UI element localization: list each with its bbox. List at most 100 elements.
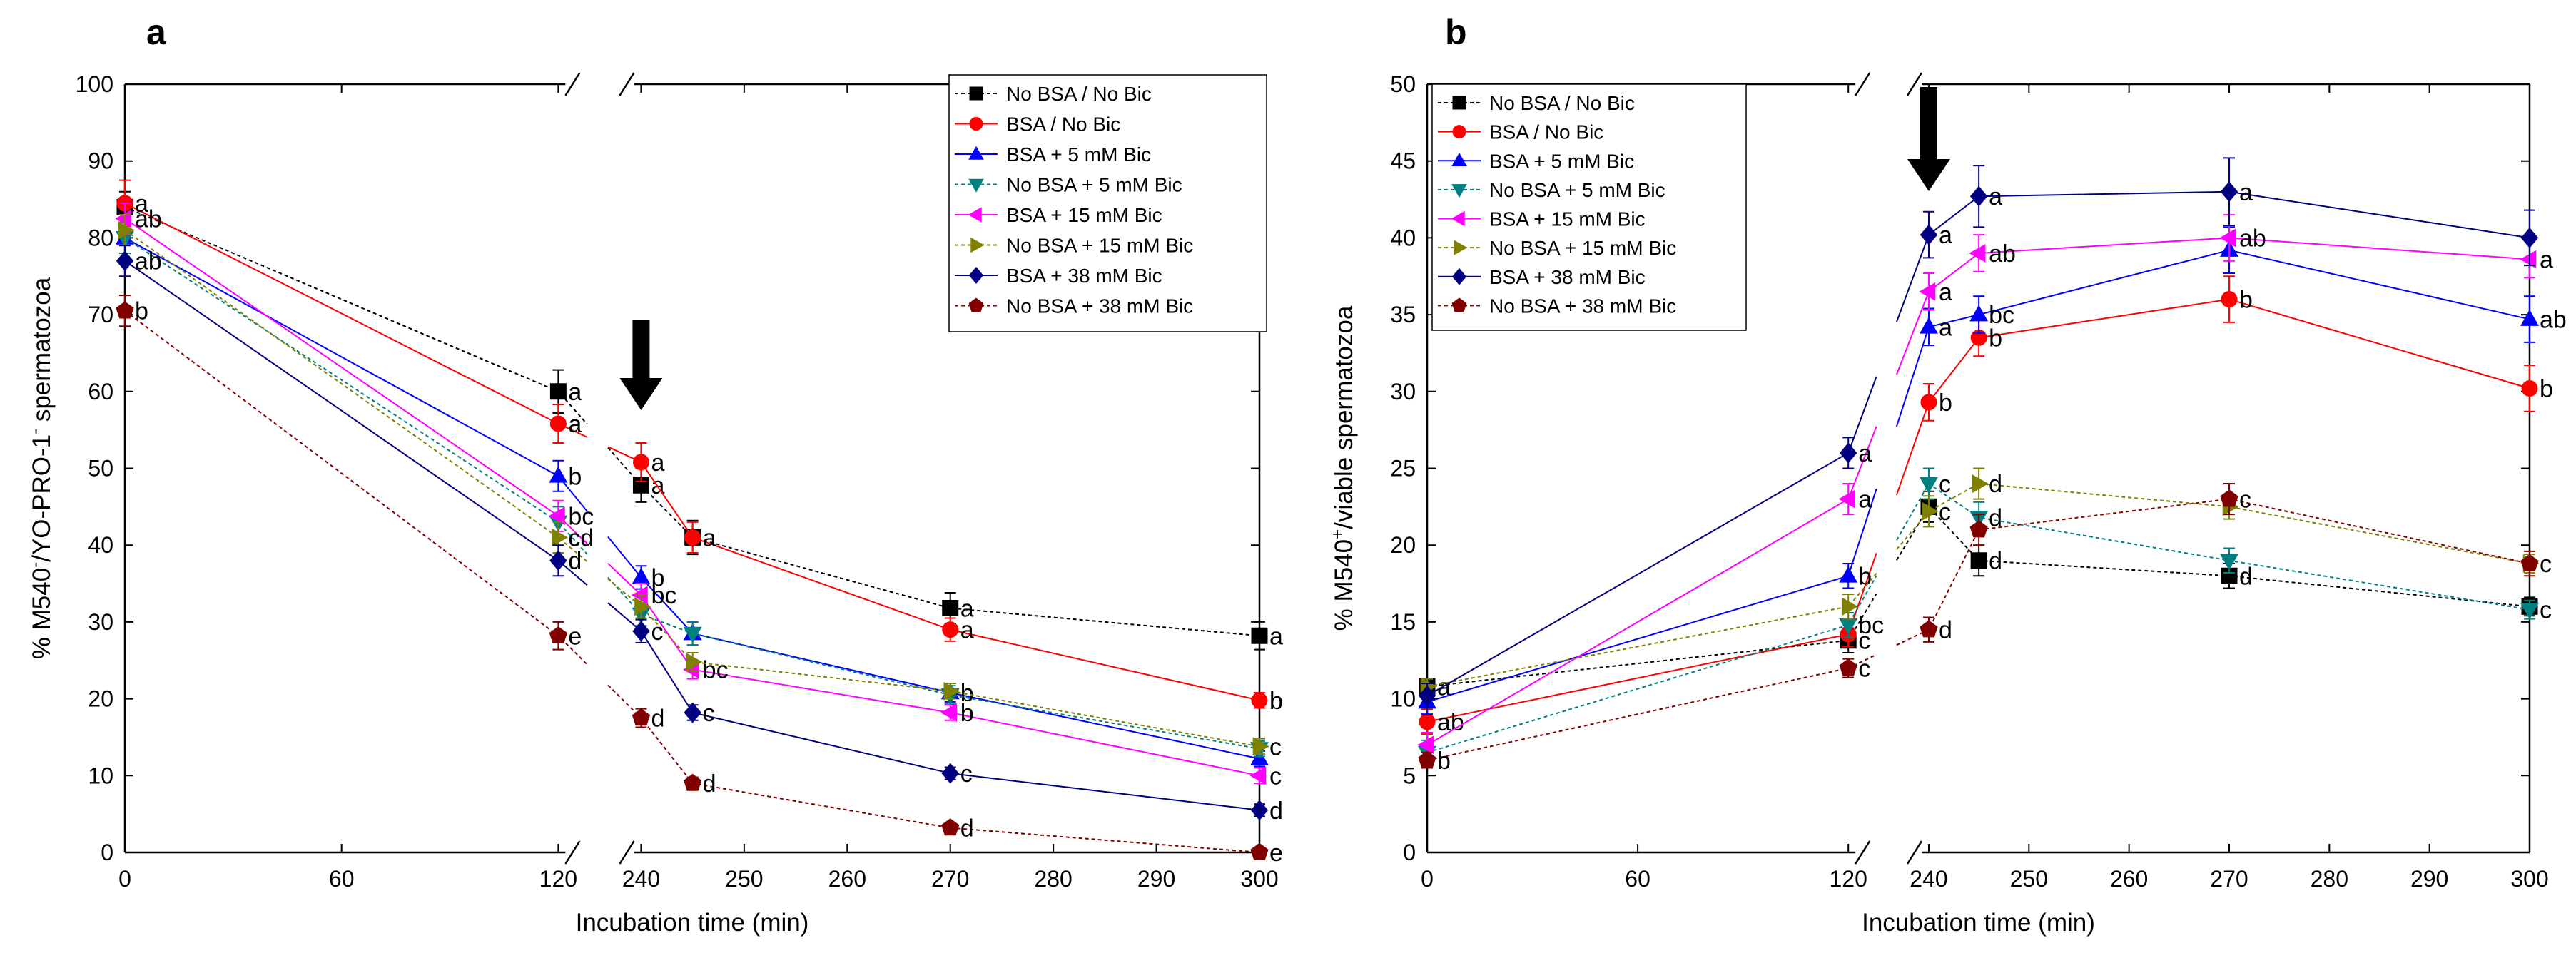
legend-label: No BSA + 15 mM Bic <box>1006 235 1193 257</box>
series-line <box>1426 488 1877 703</box>
series-line <box>124 237 588 555</box>
data-point <box>552 528 569 547</box>
significance-label: c <box>1939 499 1951 526</box>
significance-label: a <box>703 524 716 551</box>
y-tick-label: 10 <box>88 763 113 788</box>
significance-label: a <box>568 379 582 406</box>
significance-label: ab <box>1437 709 1464 736</box>
data-point <box>1920 620 1938 638</box>
significance-label: a <box>1939 314 1952 341</box>
significance-label: d <box>651 705 664 733</box>
x-tick-label: 250 <box>2010 866 2048 892</box>
legend-label: No BSA / No Bic <box>1489 92 1635 114</box>
data-point <box>549 626 567 644</box>
significance-label: d <box>960 815 974 842</box>
panel-label: a <box>146 12 167 52</box>
x-tick-label: 280 <box>2311 866 2348 892</box>
legend-label: No BSA + 5 mM Bic <box>1006 174 1182 196</box>
significance-label: b <box>2540 375 2553 402</box>
significance-label: b <box>1437 748 1451 775</box>
data-point <box>1418 685 1436 706</box>
series-line <box>1426 572 1877 688</box>
series-line <box>1896 483 2530 565</box>
data-point <box>940 703 958 722</box>
x-tick-label: 120 <box>1829 866 1867 892</box>
data-point <box>684 702 701 723</box>
x-tick-label: 260 <box>2110 866 2148 892</box>
y-axis-title-part: /YO-PRO-1 <box>28 434 56 562</box>
x-tick-label: 240 <box>622 866 660 892</box>
data-point <box>943 681 960 701</box>
significance-label: d <box>1269 798 1283 825</box>
x-tick-label: 0 <box>118 866 131 892</box>
data-point <box>2220 181 2238 203</box>
y-tick-label: 40 <box>88 532 113 558</box>
significance-label: c <box>1858 628 1870 655</box>
significance-label: a <box>960 596 974 623</box>
series-line <box>1426 426 1877 746</box>
x-tick-label: 280 <box>1034 866 1072 892</box>
data-point <box>1417 735 1434 755</box>
legend: No BSA / No Bic BSA / No Bic BSA + 5 mM Bi… <box>1431 83 1747 331</box>
significance-label: b <box>1939 389 1952 417</box>
series-line <box>1426 575 1877 753</box>
legend-marker <box>968 146 984 160</box>
data-point <box>941 763 959 784</box>
legend-marker <box>968 178 984 193</box>
significance-label: bc <box>651 582 676 609</box>
legend-box <box>948 74 1267 332</box>
data-point <box>942 621 959 638</box>
x-tick-label: 290 <box>2410 866 2448 892</box>
y-tick-label: 70 <box>88 302 113 327</box>
significance-label: d <box>1989 548 2002 575</box>
legend-label: No BSA + 15 mM Bic <box>1489 237 1676 259</box>
series-line <box>124 229 588 563</box>
y-axis-title-superscript: + <box>1328 529 1347 539</box>
legend-marker <box>970 237 985 253</box>
x-tick-label: 270 <box>2210 866 2248 892</box>
y-tick-label: 50 <box>1390 71 1416 97</box>
y-axis-title: % M540-/YO-PRO-1- spermatozoa <box>26 277 56 659</box>
data-point <box>684 529 701 546</box>
data-point <box>2220 554 2238 571</box>
legend: No BSA / No Bic BSA / No Bic BSA + 5 mM Bi… <box>948 74 1267 332</box>
data-point <box>2221 567 2238 584</box>
y-axis-title-part: % M540 <box>28 568 56 659</box>
significance-label: a <box>2540 247 2553 274</box>
chart-panel-b: 0 5 10 15 20 25 30 35 40 45 50 0 60 120 240 250 260 270 28… <box>1328 12 2567 937</box>
y-tick-label: 45 <box>1390 148 1416 174</box>
significance-label: bc <box>1989 302 2014 329</box>
significance-label: a <box>1269 623 1283 650</box>
significance-label: a <box>1989 183 2002 210</box>
data-point <box>116 250 134 272</box>
y-tick-label: 10 <box>1390 686 1416 712</box>
significance-label: a <box>568 411 582 438</box>
significance-label: bc <box>703 657 729 684</box>
data-point <box>1839 658 1857 676</box>
y-tick-label: 25 <box>1390 456 1416 482</box>
y-axis-title: % M540+/viable spermatozoa <box>1328 305 1359 631</box>
significance-label: ab <box>135 248 162 275</box>
y-tick-label: 80 <box>88 225 113 250</box>
data-point <box>1250 842 1269 860</box>
data-point <box>2521 379 2538 397</box>
data-point <box>1969 185 1988 207</box>
significance-label: ab <box>1989 240 2016 268</box>
significance-label: bc <box>1858 612 1884 639</box>
data-point <box>2520 227 2539 248</box>
arrow-marker <box>619 320 663 410</box>
significance-label: c <box>1939 471 1951 498</box>
axis-break-mark <box>564 72 635 96</box>
data-point <box>632 621 650 642</box>
data-point <box>1920 317 1938 334</box>
y-tick-label: 30 <box>88 609 113 635</box>
legend-label: BSA + 38 mM Bic <box>1006 265 1162 287</box>
significance-label: c <box>1858 656 1870 683</box>
y-tick-label: 0 <box>101 840 113 865</box>
legend-marker <box>1454 240 1468 255</box>
significance-label: a <box>1437 673 1451 701</box>
data-point <box>683 626 702 643</box>
y-tick-label: 50 <box>88 456 113 482</box>
data-point <box>1250 800 1269 821</box>
